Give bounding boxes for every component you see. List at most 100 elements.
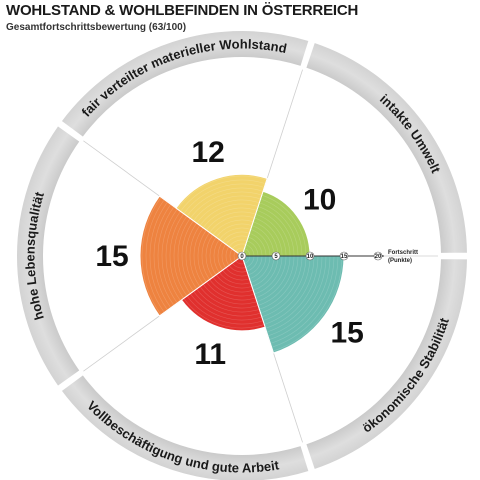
wedge-texture-line bbox=[205, 234, 213, 278]
wedge-texture-line bbox=[209, 237, 217, 275]
wedge-texture-line bbox=[273, 256, 343, 352]
wedge-texture-line bbox=[177, 175, 267, 209]
wedge-vollbeschaeftigung-und-gute-arbeit bbox=[180, 255, 266, 332]
scale-axis-label: Fortschritt bbox=[388, 250, 418, 256]
wedge-texture-line bbox=[206, 281, 256, 301]
wedge-texture-line bbox=[145, 200, 165, 312]
scale-axis-unit: (Punkte) bbox=[388, 258, 412, 264]
wedge-texture-line bbox=[263, 256, 311, 321]
wedge-texture-line bbox=[193, 227, 204, 285]
wedge-texture-line bbox=[249, 256, 267, 280]
wedge-texture-line bbox=[228, 239, 247, 247]
wedge-texture-line bbox=[183, 183, 264, 214]
wedge-texture-line bbox=[216, 223, 252, 238]
ring-segment-oekonomische-stabilitaet bbox=[303, 257, 469, 472]
wedge-texture-line bbox=[249, 232, 267, 256]
wedge-texture-line bbox=[246, 240, 259, 256]
wedge-texture-line bbox=[177, 218, 191, 294]
wedge-texture-line bbox=[268, 256, 327, 336]
wedge-texture-line bbox=[209, 279, 255, 297]
scale-tick-label: 0 bbox=[240, 254, 244, 260]
wedge-texture-line bbox=[254, 256, 283, 295]
wedge-texture-line bbox=[258, 206, 295, 256]
wedge-texture-line bbox=[212, 219, 253, 235]
wedge-texture-line bbox=[197, 230, 207, 282]
scale-tick-marker bbox=[305, 251, 315, 261]
wedge-fair-verteilter-materieller-wohlstand bbox=[175, 173, 268, 257]
wedge-texture-line bbox=[217, 241, 223, 271]
wedge-texture-line bbox=[187, 296, 263, 325]
wedge-texture-line bbox=[219, 272, 251, 285]
wedge-texture-line bbox=[222, 270, 250, 281]
wedge-texture-line bbox=[157, 207, 174, 305]
value-label-intakte-umwelt: 10 bbox=[303, 184, 336, 217]
wedge-texture-line bbox=[255, 256, 287, 299]
wedge-texture-line bbox=[232, 243, 246, 250]
wedge-texture-line bbox=[228, 265, 247, 273]
wedge-texture-line bbox=[203, 207, 257, 228]
wedge-texture-line bbox=[258, 256, 295, 306]
value-label-fair-verteilter-materieller-wohlstand: 12 bbox=[191, 136, 224, 169]
wedge-texture-line bbox=[203, 284, 257, 305]
wedge-texture-line bbox=[187, 187, 263, 216]
wedge-texture-line bbox=[161, 209, 178, 303]
scale-tick-marker bbox=[373, 251, 383, 261]
wedge-texture-line bbox=[141, 197, 161, 315]
wedge-texture-line bbox=[245, 244, 255, 256]
ring-segment-vollbeschaeftigung-und-gute-arbeit bbox=[59, 372, 311, 480]
wedge-texture-line bbox=[193, 195, 261, 221]
chart-title: WOHLSTAND & WOHLBEFINDEN IN ÖSTERREICH bbox=[6, 2, 359, 19]
wedge-texture-line bbox=[196, 199, 259, 223]
wedge-texture-line bbox=[206, 211, 256, 231]
wedge-texture-line bbox=[252, 225, 275, 256]
wedge-texture-line bbox=[257, 256, 291, 302]
wedge-texture-line bbox=[253, 221, 279, 256]
wedge-texture-line bbox=[266, 256, 319, 329]
wedge-texture-line bbox=[250, 229, 271, 256]
wedge-texture-line bbox=[190, 293, 262, 321]
scale-tick-label: 5 bbox=[274, 254, 278, 260]
value-label-vollbeschaeftigung-und-gute-arbeit: 11 bbox=[194, 338, 226, 371]
value-label-hohe-lebensqualitaet: 15 bbox=[95, 240, 128, 273]
wedge-texture-line bbox=[165, 211, 181, 301]
wedge-texture-line bbox=[185, 223, 197, 289]
wedge-texture-line bbox=[153, 204, 171, 308]
scale-tick-marker bbox=[271, 251, 281, 261]
value-label-oekonomische-stabilitaet: 15 bbox=[330, 316, 363, 349]
wedge-texture-line bbox=[267, 256, 323, 333]
wedge-oekonomische-stabilitaet bbox=[241, 255, 345, 354]
wedge-texture-line bbox=[219, 227, 251, 240]
wedge-intakte-umwelt bbox=[241, 190, 311, 257]
wedge-texture-line bbox=[225, 267, 249, 277]
wedge-texture-line bbox=[262, 195, 307, 256]
ring-segment-hohe-lebensqualitaet bbox=[15, 123, 82, 389]
scale-tick-marker bbox=[237, 251, 247, 261]
wedge-texture-line bbox=[260, 256, 303, 314]
wedge-texture-line bbox=[199, 203, 258, 226]
wedge-texture-line bbox=[201, 232, 210, 280]
wedge-texture-line bbox=[212, 277, 253, 293]
wedge-texture-line bbox=[216, 274, 252, 289]
wedge-texture-line bbox=[252, 256, 275, 287]
wedge-texture-line bbox=[271, 256, 335, 344]
wedge-texture-line bbox=[181, 220, 194, 292]
wedge-hohe-lebensqualitaet bbox=[139, 195, 243, 317]
wedge-texture-line bbox=[260, 198, 303, 256]
wedge-texture-line bbox=[173, 216, 187, 296]
wedge-texture-line bbox=[193, 291, 261, 317]
wedge-texture-line bbox=[222, 231, 250, 242]
wedge-texture-line bbox=[225, 235, 249, 245]
wedge-texture-line bbox=[190, 191, 262, 219]
wedge-texture-line bbox=[255, 213, 287, 256]
wedge-texture-line bbox=[253, 256, 279, 291]
ring-segment-intakte-umwelt bbox=[303, 40, 469, 255]
wedge-texture-line bbox=[262, 256, 307, 317]
wedge-texture-line bbox=[180, 179, 265, 211]
wedge-texture-line bbox=[235, 247, 245, 252]
wedge-texture-line bbox=[245, 256, 255, 268]
wedge-texture-line bbox=[259, 256, 299, 310]
wedge-texture-line bbox=[209, 215, 255, 233]
wedge-texture-line bbox=[183, 298, 264, 329]
wedge-texture-line bbox=[196, 289, 259, 313]
wedge-texture-line bbox=[149, 202, 168, 310]
